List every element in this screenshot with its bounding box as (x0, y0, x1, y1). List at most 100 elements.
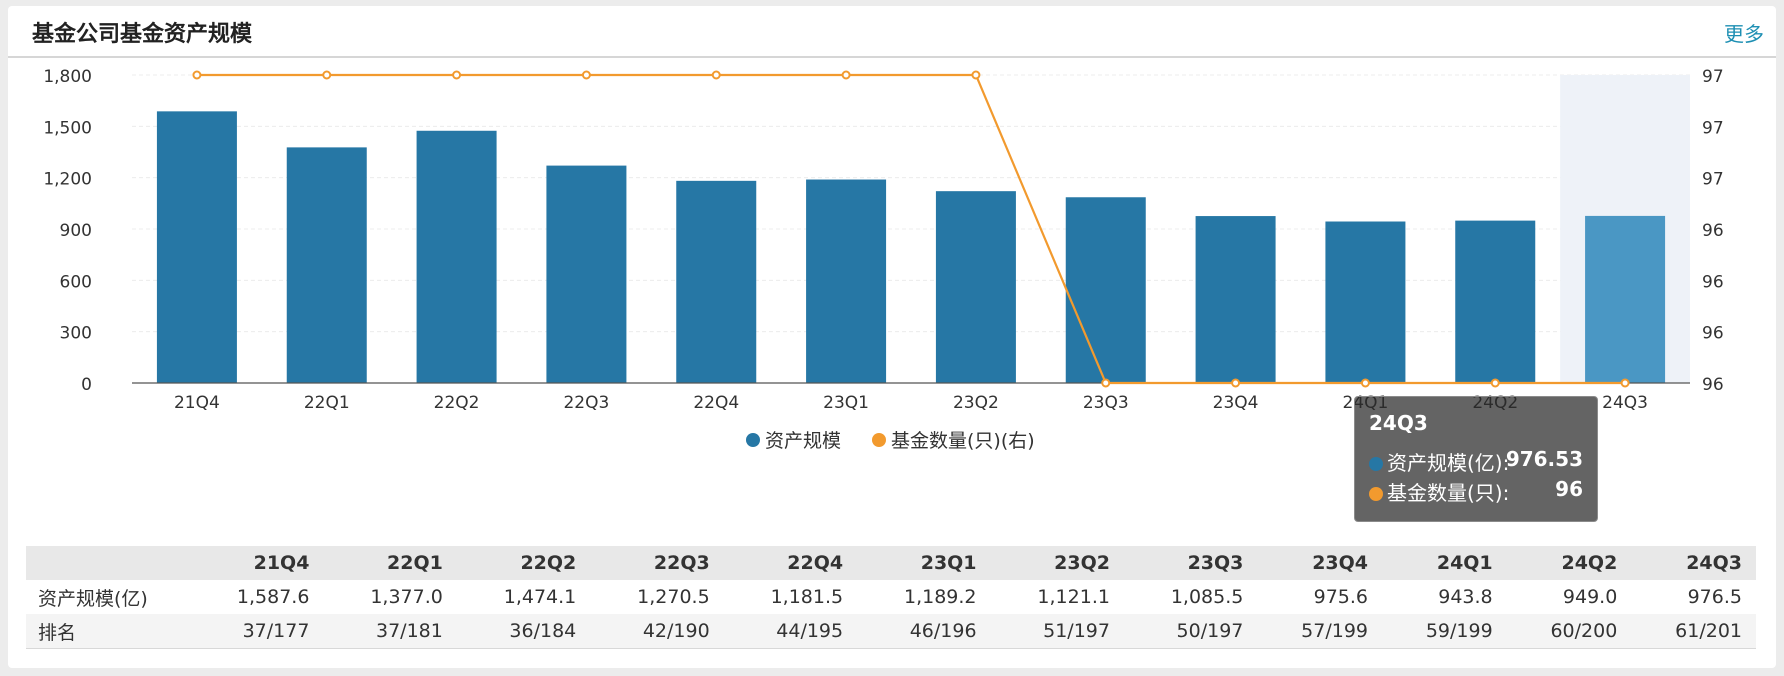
table-header-row: 21Q4 22Q1 22Q2 22Q3 22Q4 23Q1 23Q2 23Q3 … (26, 546, 1756, 580)
table-cell: 1,270.5 (637, 586, 710, 608)
y-tick-label-left: 900 (60, 221, 92, 241)
data-table: 21Q4 22Q1 22Q2 22Q3 22Q4 23Q1 23Q2 23Q3 … (26, 546, 1756, 649)
tooltip-label: 资产规模(亿): (1387, 451, 1510, 475)
y-tick-label-left: 600 (60, 272, 92, 292)
y-tick-label-left: 1,500 (43, 118, 92, 138)
tooltip-value: 96 (1555, 477, 1583, 501)
table-cell: 1,181.5 (770, 586, 844, 608)
table-cell: 排名 (26, 614, 190, 649)
table-cell: 36/184 (456, 614, 591, 649)
table-row: 资产规模(亿) 1,587.6 1,377.0 1,474.1 1,270.5 … (26, 580, 1756, 614)
line-point (1231, 378, 1241, 388)
table-cell: 1,587.6 (236, 586, 310, 608)
table-cell: 1,121.1 (1037, 586, 1110, 608)
table-header-cell: 23Q3 (1123, 546, 1258, 580)
line-point (841, 70, 851, 80)
panel-title: 基金公司基金资产规模 (32, 22, 253, 47)
table-cell: 949.0 (1562, 586, 1618, 608)
y-tick-label-left: 300 (60, 324, 92, 344)
line-point (1101, 378, 1111, 388)
fund-scale-panel: 基金公司基金资产规模 更多 0 300 600 900 1,200 1,500 1,800 … (8, 6, 1776, 668)
chart-tooltip: 24Q3 资产规模(亿): 976.53 基金数量(只): 96 (1354, 396, 1598, 522)
x-tick-label: 23Q4 (1213, 393, 1259, 413)
x-tick-label: 23Q1 (823, 393, 869, 413)
line-point (322, 70, 332, 80)
legend-label: 资产规模 (765, 430, 841, 452)
table-cell: 44/195 (723, 614, 858, 649)
y-tick-label-right: 97 (1702, 170, 1724, 190)
y-tick-label-right: 96 (1702, 221, 1724, 241)
line-point (1360, 378, 1370, 388)
table-header-cell: 22Q1 (323, 546, 457, 580)
bar (416, 130, 497, 383)
table-header-cell: 22Q2 (456, 546, 591, 580)
y-tick-label-right: 96 (1702, 375, 1724, 395)
x-tick-label: 22Q4 (693, 393, 739, 413)
table-header-cell: 24Q3 (1631, 546, 1756, 580)
bar (546, 165, 627, 383)
table-row: 排名 37/177 37/181 36/184 42/190 44/195 46… (26, 614, 1756, 649)
table-cell: 57/199 (1257, 614, 1383, 649)
tooltip-row-count: 基金数量(只): (1369, 477, 1509, 506)
bar-series (156, 111, 1666, 384)
y-tick-label-left: 1,200 (43, 170, 92, 190)
legend-item-count[interactable]: 基金数量(只)(右) (872, 430, 1035, 452)
table-cell: 975.6 (1313, 586, 1369, 608)
x-tick-label: 22Q3 (563, 393, 609, 413)
y-tick-label-left: 0 (81, 375, 92, 395)
table-cell: 976.5 (1687, 586, 1742, 608)
y-tick-label-right: 97 (1702, 67, 1724, 87)
table-cell: 51/197 (990, 614, 1124, 649)
asset-scale-chart: 0 300 600 900 1,200 1,500 1,800 96 96 96 96 97 97 97… (43, 67, 1724, 452)
table-cell: 37/177 (190, 614, 324, 649)
table-header-cell: 22Q3 (590, 546, 724, 580)
tooltip-label: 基金数量(只): (1387, 481, 1510, 505)
line-point (452, 70, 462, 80)
table-header-cell: 24Q2 (1506, 546, 1632, 580)
legend[interactable]: 资产规模 基金数量(只)(右) (746, 430, 1035, 452)
bar (1325, 221, 1406, 383)
table-header-cell: 23Q2 (990, 546, 1124, 580)
line-point (1620, 378, 1630, 388)
count-line (196, 73, 1626, 385)
legend-label: 基金数量(只)(右) (891, 430, 1035, 452)
bar (156, 111, 237, 384)
y-tick-label-left: 1,800 (43, 67, 92, 87)
y-tick-label-right: 97 (1702, 118, 1724, 138)
table-header-cell: 22Q4 (723, 546, 858, 580)
x-tick-label: 23Q3 (1083, 393, 1129, 413)
scale-dot-icon (1369, 457, 1383, 471)
right-axis-labels: 96 96 96 96 97 97 97 (1702, 67, 1724, 395)
legend-dot-icon (872, 433, 886, 447)
table-header-cell: 24Q1 (1382, 546, 1507, 580)
x-tick-label: 22Q1 (304, 393, 350, 413)
legend-item-scale[interactable]: 资产规模 (746, 430, 841, 452)
bar (806, 179, 887, 383)
bar (1065, 197, 1146, 383)
table-cell: 59/199 (1382, 614, 1507, 649)
table-cell: 60/200 (1506, 614, 1632, 649)
table-cell: 1,085.5 (1170, 586, 1244, 608)
bar (676, 180, 757, 383)
table-cell: 50/197 (1123, 614, 1258, 649)
more-link[interactable]: 更多 (1724, 22, 1764, 46)
x-tick-label: 24Q3 (1602, 393, 1648, 413)
line-point (971, 70, 981, 80)
tooltip-value: 976.53 (1505, 447, 1583, 471)
legend-dot-icon (746, 433, 760, 447)
line-point (581, 70, 591, 80)
left-axis-labels: 0 300 600 900 1,200 1,500 1,800 (43, 67, 92, 395)
bar (1585, 215, 1666, 383)
table-cell: 943.8 (1438, 586, 1493, 608)
line-series (192, 70, 1630, 388)
table-cell: 42/190 (590, 614, 724, 649)
table-cell: 46/196 (857, 614, 991, 649)
table-cell: 37/181 (323, 614, 457, 649)
y-tick-label-right: 96 (1702, 272, 1724, 292)
y-tick-label-right: 96 (1702, 324, 1724, 344)
table-header-cell (26, 546, 190, 580)
tooltip-row-scale: 资产规模(亿): (1369, 447, 1509, 476)
table-cell: 61/201 (1631, 614, 1756, 649)
x-tick-label: 23Q2 (953, 393, 999, 413)
table-cell: 1,474.1 (503, 586, 577, 608)
